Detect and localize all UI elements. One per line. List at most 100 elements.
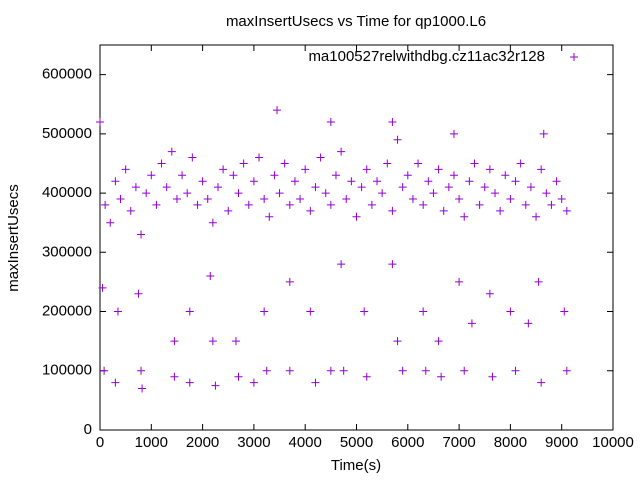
point bbox=[311, 378, 320, 387]
point bbox=[429, 189, 438, 198]
point bbox=[449, 171, 458, 180]
point bbox=[524, 319, 533, 328]
point bbox=[296, 195, 305, 203]
point bbox=[285, 277, 294, 286]
point bbox=[316, 153, 325, 162]
point bbox=[265, 212, 274, 221]
x-tick-label: 8000 bbox=[494, 434, 527, 451]
point bbox=[347, 177, 356, 186]
point bbox=[485, 165, 494, 174]
point bbox=[455, 277, 464, 286]
y-tick-label: 200000 bbox=[42, 303, 92, 320]
point bbox=[439, 206, 448, 215]
point bbox=[419, 200, 428, 209]
point bbox=[506, 195, 515, 203]
point bbox=[170, 337, 179, 346]
point bbox=[234, 189, 243, 198]
point bbox=[185, 307, 194, 316]
point bbox=[421, 366, 430, 375]
point bbox=[326, 200, 335, 209]
y-tick-label: 100000 bbox=[42, 362, 92, 379]
point bbox=[178, 171, 187, 180]
point bbox=[485, 289, 494, 298]
point bbox=[172, 195, 181, 203]
point bbox=[211, 381, 220, 390]
point bbox=[352, 212, 361, 221]
point bbox=[137, 366, 146, 375]
point bbox=[208, 218, 217, 227]
point bbox=[373, 177, 382, 186]
point bbox=[270, 171, 279, 180]
point bbox=[516, 159, 525, 168]
y-axis-label: maxInsertUsecs bbox=[5, 184, 22, 292]
point bbox=[419, 307, 428, 316]
point bbox=[138, 384, 147, 393]
point bbox=[121, 165, 130, 174]
point bbox=[231, 337, 240, 346]
point bbox=[239, 159, 248, 168]
point bbox=[398, 183, 407, 192]
point bbox=[455, 195, 464, 203]
point bbox=[98, 283, 107, 292]
point bbox=[185, 378, 194, 387]
y-tick-label: 500000 bbox=[42, 125, 92, 142]
point bbox=[414, 159, 423, 168]
point bbox=[326, 366, 335, 375]
point bbox=[388, 118, 397, 126]
point bbox=[337, 147, 346, 156]
point bbox=[137, 230, 146, 239]
point bbox=[272, 106, 281, 115]
point bbox=[134, 289, 143, 298]
point bbox=[285, 200, 294, 209]
point bbox=[475, 200, 484, 209]
x-tick-label: 3000 bbox=[237, 434, 270, 451]
point bbox=[100, 366, 109, 375]
point bbox=[539, 129, 548, 138]
point bbox=[142, 189, 151, 198]
point bbox=[337, 260, 346, 269]
point bbox=[557, 195, 566, 203]
point bbox=[260, 307, 269, 316]
point bbox=[206, 272, 215, 280]
point bbox=[501, 171, 510, 180]
point bbox=[511, 177, 520, 186]
point bbox=[213, 183, 222, 192]
point bbox=[290, 177, 299, 186]
point bbox=[393, 337, 402, 346]
point bbox=[537, 165, 546, 174]
point bbox=[362, 372, 371, 381]
point bbox=[306, 206, 315, 215]
x-tick-label: 10000 bbox=[592, 434, 634, 451]
x-tick-label: 9000 bbox=[545, 434, 578, 451]
point bbox=[562, 366, 571, 375]
point bbox=[96, 118, 104, 126]
plot-frame bbox=[99, 44, 614, 431]
point bbox=[552, 177, 561, 186]
point bbox=[249, 177, 258, 186]
point bbox=[470, 159, 479, 168]
point bbox=[506, 307, 515, 316]
point bbox=[152, 200, 161, 209]
x-tick-label: 0 bbox=[96, 434, 104, 451]
point bbox=[111, 177, 120, 186]
point bbox=[362, 165, 371, 174]
point bbox=[339, 366, 348, 375]
point bbox=[403, 171, 412, 180]
point bbox=[162, 183, 171, 192]
point bbox=[437, 372, 446, 381]
point bbox=[342, 195, 351, 203]
legend-label: ma100527relwithdbg.cz11ac32r128 bbox=[308, 48, 545, 65]
point bbox=[526, 183, 535, 192]
point bbox=[521, 200, 530, 209]
x-axis-label: Time(s) bbox=[331, 457, 381, 474]
point bbox=[434, 337, 443, 346]
point bbox=[496, 206, 505, 215]
point bbox=[488, 372, 497, 381]
point bbox=[111, 378, 120, 387]
point bbox=[331, 171, 340, 180]
x-tick-label: 6000 bbox=[391, 434, 424, 451]
point bbox=[491, 189, 500, 198]
point bbox=[101, 200, 110, 209]
point bbox=[198, 177, 207, 186]
point bbox=[126, 206, 135, 215]
